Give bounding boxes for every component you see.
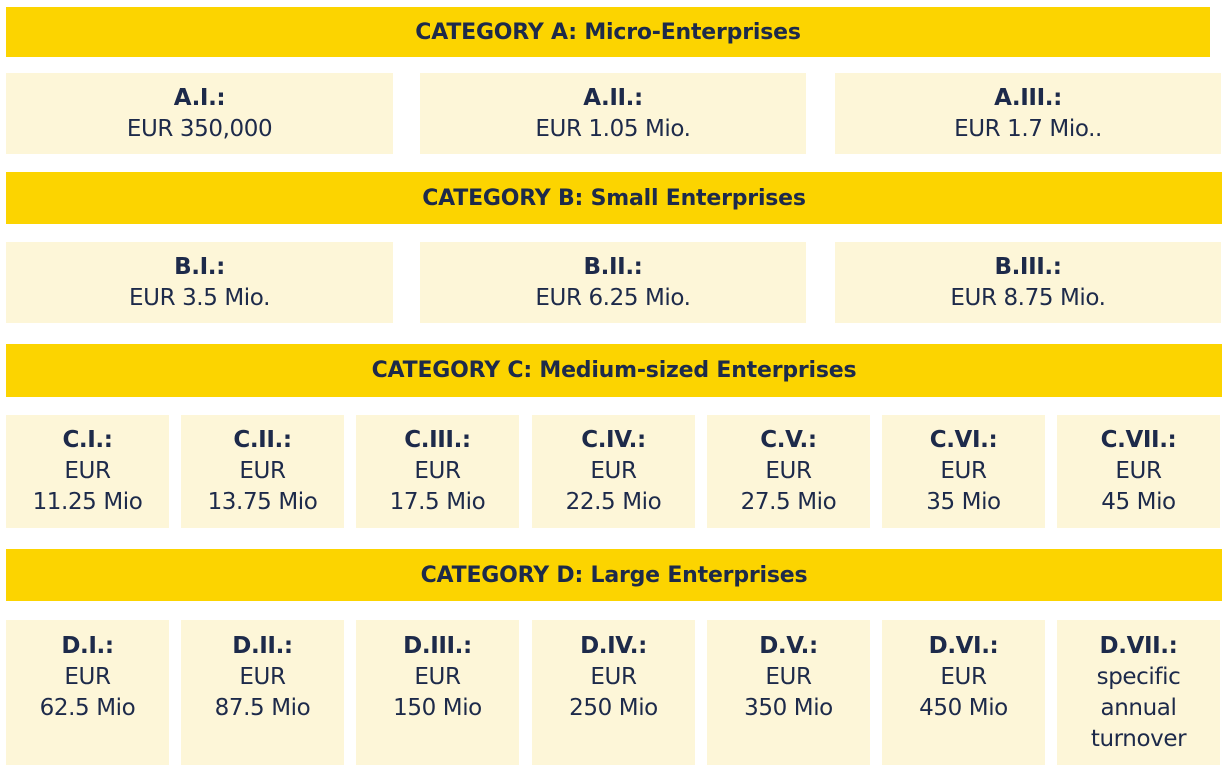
tier-amount: 250 Mio	[569, 694, 658, 721]
tier-value: EUR 350,000	[126, 115, 273, 142]
tier-description-line-1: specific	[1096, 663, 1181, 690]
tier-currency: EUR	[414, 663, 461, 690]
tier-c-ii: C.II.: EUR 13.75 Mio	[181, 415, 344, 528]
tier-currency: EUR	[590, 458, 637, 484]
tier-currency: EUR	[64, 663, 111, 690]
tier-amount: 450 Mio	[919, 694, 1008, 721]
tier-currency: EUR	[239, 663, 286, 690]
tier-amount: 27.5 Mio	[740, 489, 837, 515]
tier-a-ii: A.II.: EUR 1.05 Mio.	[420, 73, 806, 154]
tier-code: D.IV.:	[580, 632, 647, 659]
tier-code: A.II.:	[583, 84, 643, 111]
tier-code: C.IV.:	[581, 427, 646, 453]
tier-amount: 13.75 Mio	[207, 489, 318, 515]
category-a-banner: CATEGORY A: Micro-Enterprises	[6, 7, 1210, 57]
tier-code: D.V.:	[759, 632, 818, 659]
tier-code: B.II.:	[583, 253, 643, 280]
tier-amount: 45 Mio	[1101, 489, 1176, 515]
tier-c-vii: C.VII.: EUR 45 Mio	[1057, 415, 1220, 528]
tier-amount: 11.25 Mio	[32, 489, 143, 515]
tier-amount: 35 Mio	[926, 489, 1001, 515]
tier-b-i: B.I.: EUR 3.5 Mio.	[6, 242, 393, 323]
tier-d-i: D.I.: EUR 62.5 Mio	[6, 620, 169, 765]
tier-description-line-2: annual	[1100, 694, 1177, 721]
tier-code: A.III.:	[994, 84, 1062, 111]
tier-d-vii: D.VII.: specific annual turnover	[1057, 620, 1220, 765]
tier-code: C.VII.:	[1100, 427, 1177, 453]
tier-currency: EUR	[765, 663, 812, 690]
category-d-banner: CATEGORY D: Large Enterprises	[6, 549, 1222, 601]
tier-a-i: A.I.: EUR 350,000	[6, 73, 393, 154]
tier-currency: EUR	[414, 458, 461, 484]
category-b-banner: CATEGORY B: Small Enterprises	[6, 172, 1222, 224]
tier-code: C.VI.:	[929, 427, 998, 453]
tier-amount: 350 Mio	[744, 694, 833, 721]
tier-amount: 87.5 Mio	[214, 694, 311, 721]
tier-amount: 22.5 Mio	[565, 489, 662, 515]
tier-value: EUR 6.25 Mio.	[535, 284, 691, 311]
tier-code: B.III.:	[994, 253, 1062, 280]
category-c-banner: CATEGORY C: Medium-sized Enterprises	[6, 344, 1222, 397]
tier-value: EUR 1.05 Mio.	[535, 115, 691, 142]
tier-c-vi: C.VI.: EUR 35 Mio	[882, 415, 1045, 528]
tier-code: D.I.:	[61, 632, 114, 659]
tier-currency: EUR	[64, 458, 111, 484]
tier-currency: EUR	[239, 458, 286, 484]
tier-code: D.VII.:	[1099, 632, 1178, 659]
tier-code: B.I.:	[174, 253, 225, 280]
tier-code: D.II.:	[232, 632, 293, 659]
tier-currency: EUR	[1115, 458, 1162, 484]
tier-currency: EUR	[590, 663, 637, 690]
tier-value: EUR 8.75 Mio.	[950, 284, 1106, 311]
tier-c-v: C.V.: EUR 27.5 Mio	[707, 415, 870, 528]
tier-d-iii: D.III.: EUR 150 Mio	[356, 620, 519, 765]
tier-code: C.II.:	[233, 427, 292, 453]
tier-currency: EUR	[940, 458, 987, 484]
tier-code: A.I.:	[173, 84, 226, 111]
tier-amount: 62.5 Mio	[39, 694, 136, 721]
tier-c-iv: C.IV.: EUR 22.5 Mio	[532, 415, 695, 528]
tier-d-ii: D.II.: EUR 87.5 Mio	[181, 620, 344, 765]
tier-d-iv: D.IV.: EUR 250 Mio	[532, 620, 695, 765]
tier-value: EUR 1.7 Mio..	[954, 115, 1102, 142]
tier-currency: EUR	[940, 663, 987, 690]
tier-code: D.III.:	[403, 632, 472, 659]
tier-code: C.III.:	[404, 427, 471, 453]
tier-d-v: D.V.: EUR 350 Mio	[707, 620, 870, 765]
tier-b-iii: B.III.: EUR 8.75 Mio.	[835, 242, 1221, 323]
tier-code: D.VI.:	[928, 632, 999, 659]
tier-value: EUR 3.5 Mio.	[129, 284, 270, 311]
tier-amount: 150 Mio	[393, 694, 482, 721]
tier-a-iii: A.III.: EUR 1.7 Mio..	[835, 73, 1221, 154]
tier-description-line-3: turnover	[1090, 725, 1187, 752]
tier-b-ii: B.II.: EUR 6.25 Mio.	[420, 242, 806, 323]
tier-c-iii: C.III.: EUR 17.5 Mio	[356, 415, 519, 528]
tier-code: C.I.:	[62, 427, 113, 453]
tier-d-vi: D.VI.: EUR 450 Mio	[882, 620, 1045, 765]
tier-currency: EUR	[765, 458, 812, 484]
tier-code: C.V.:	[760, 427, 817, 453]
tier-amount: 17.5 Mio	[389, 489, 486, 515]
tier-c-i: C.I.: EUR 11.25 Mio	[6, 415, 169, 528]
